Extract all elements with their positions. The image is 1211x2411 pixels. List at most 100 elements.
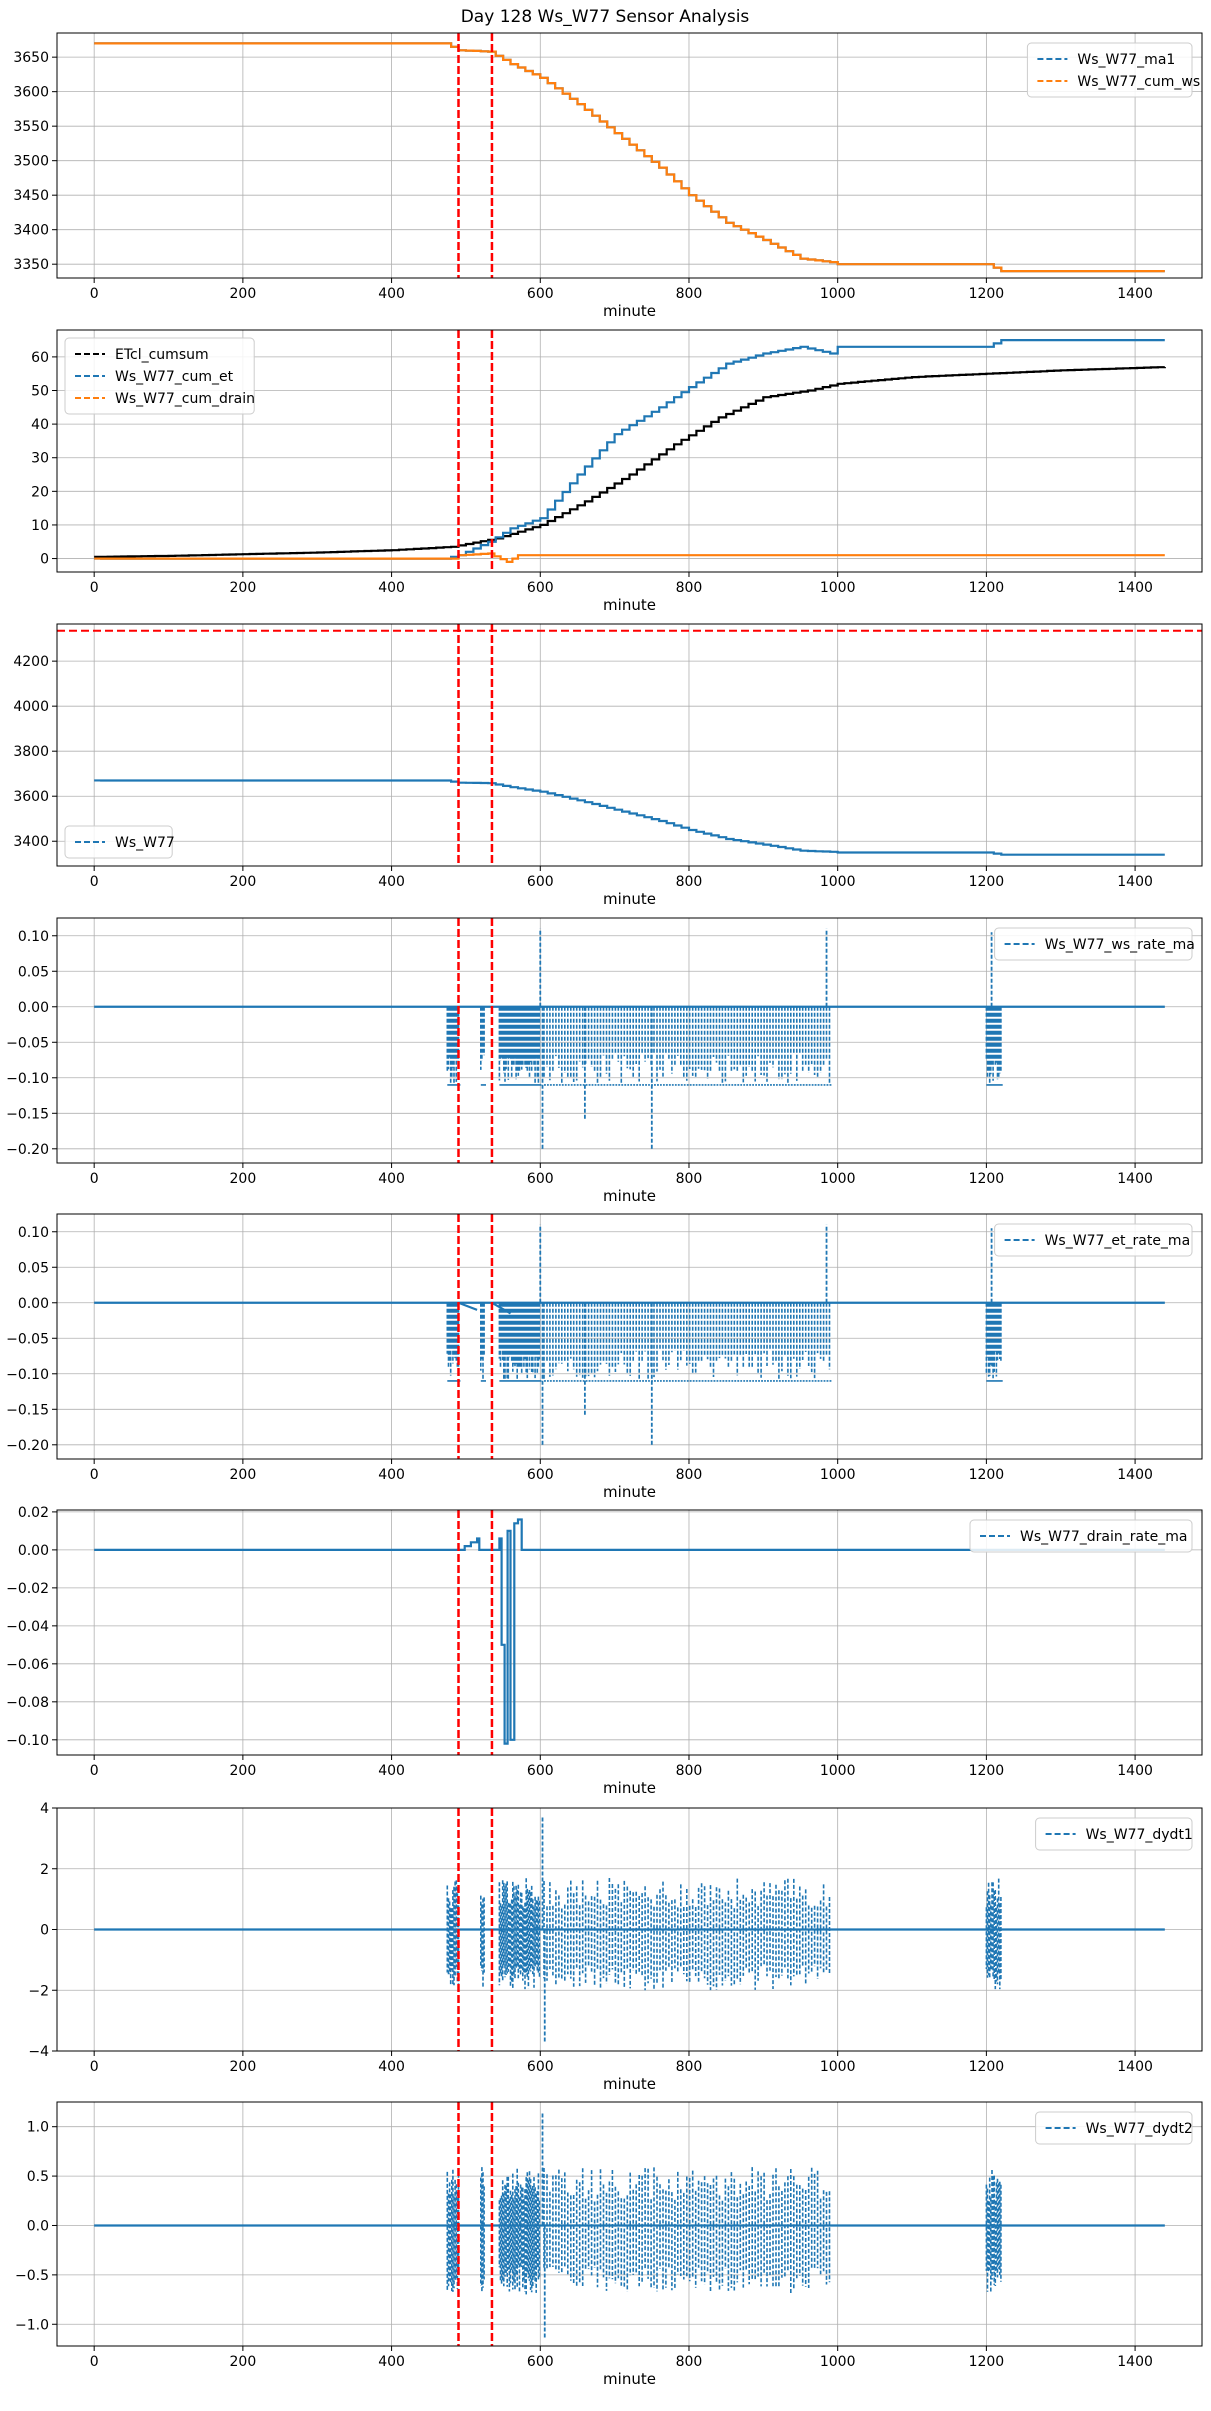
series-slope-Ws_W77_et_rate_ma [458, 1301, 478, 1311]
y-tick-label: 60 [31, 350, 49, 366]
y-tick-label: 0.05 [18, 964, 49, 980]
y-tick-label: 3500 [13, 154, 49, 170]
y-tick-label: 20 [31, 484, 49, 500]
x-tick-label: 600 [527, 2059, 554, 2075]
panel-p7: 0 200 400 600 800 1000 1200 1400 4 2 0 −2 −4 minute Ws… [28, 1801, 1203, 2093]
x-axis-label: minute [603, 890, 656, 908]
y-tick-label: −0.08 [6, 1695, 49, 1711]
x-tick-label: 1000 [820, 1171, 856, 1187]
legend: Ws_W77_ws_rate_ma [994, 927, 1195, 961]
x-tick-label: 1400 [1117, 2354, 1153, 2370]
y-tick-label: 50 [31, 384, 49, 400]
x-tick-label: 800 [676, 874, 703, 890]
series-burst-Ws_W77_dydt2 [498, 2168, 541, 2295]
series-burst-Ws_W77_ws_rate_ma [498, 1006, 542, 1086]
series-burst-Ws_W77_et_rate_ma [543, 1302, 832, 1382]
legend-box [969, 1519, 1193, 1553]
axes-frame [56, 1807, 1203, 2052]
y-tick-label: 3450 [13, 188, 49, 204]
y-tick-label: 0.00 [18, 1543, 49, 1559]
y-tick-label: −0.10 [6, 1367, 49, 1383]
x-tick-label: 800 [676, 286, 703, 302]
y-tick-label: 0 [40, 1923, 49, 1939]
x-tick-label: 200 [230, 1171, 257, 1187]
legend-box [64, 337, 255, 415]
legend-box [994, 1223, 1193, 1257]
series-burst-Ws_W77_ws_rate_ma [985, 1006, 1003, 1086]
legend-label: Ws_W77_ws_rate_ma [1045, 937, 1195, 953]
x-tick-label: 400 [378, 2354, 405, 2370]
axes-frame [56, 623, 1203, 867]
series-burst-Ws_W77_et_rate_ma [498, 1302, 542, 1382]
y-tick-label: 1.0 [27, 2120, 49, 2136]
x-tick-label: 200 [230, 2059, 257, 2075]
legend-label: Ws_W77_cum_et [115, 369, 234, 385]
x-tick-label: 1200 [969, 874, 1005, 890]
panel-p4: 0 200 400 600 800 1000 1200 1400 0.10 0.05 0.00 −0.… [6, 917, 1203, 1205]
x-tick-label: 1200 [969, 1763, 1005, 1779]
axes-frame [56, 32, 1203, 279]
legend-label: Ws_W77_dydt2 [1086, 2121, 1193, 2137]
y-tick-label: −0.05 [6, 1331, 49, 1347]
plot-area [94, 330, 1166, 572]
x-tick-label: 1200 [969, 1467, 1005, 1483]
x-tick-label: 0 [90, 2059, 99, 2075]
plot-area [57, 624, 1202, 866]
legend-label: Ws_W77_cum_ws [1077, 74, 1200, 90]
x-tick-label: 0 [90, 1171, 99, 1187]
y-tick-label: 3400 [13, 834, 49, 850]
x-tick-label: 1200 [969, 1171, 1005, 1187]
x-tick-label: 1400 [1117, 1763, 1153, 1779]
y-tick-label: −2 [28, 1983, 49, 1999]
series-line-Ws_W77_cum_drain [94, 552, 1165, 563]
x-tick-label: 400 [378, 580, 405, 596]
x-tick-label: 1400 [1117, 1171, 1153, 1187]
panel-p6: 0 200 400 600 800 1000 1200 1400 0.02 0.00 −0.02 −0… [6, 1505, 1203, 1797]
y-tick-label: −4 [28, 2044, 49, 2060]
x-tick-label: 1200 [969, 580, 1005, 596]
x-tick-label: 800 [676, 1467, 703, 1483]
y-tick-label: 0 [40, 552, 49, 568]
x-tick-label: 400 [378, 286, 405, 302]
x-tick-label: 800 [676, 2354, 703, 2370]
x-tick-label: 600 [527, 1763, 554, 1779]
x-axis-label: minute [603, 302, 656, 320]
legend-box [1035, 1817, 1193, 1851]
series-line-ETcl_cumsum [94, 366, 1166, 558]
y-tick-label: 0.0 [27, 2218, 49, 2234]
y-tick-label: 0.5 [27, 2169, 49, 2185]
series-burst-Ws_W77_dydt1 [480, 1895, 485, 1988]
series-line-Ws_W77_ma1 [94, 42, 1165, 273]
series-burst-Ws_W77_dydt1 [498, 1878, 541, 1990]
y-tick-label: 10 [31, 518, 49, 534]
y-tick-label: 30 [31, 451, 49, 467]
series-burst-Ws_W77_dydt2 [543, 2167, 831, 2294]
plot-area [94, 33, 1165, 278]
y-tick-label: 3600 [13, 85, 49, 101]
legend: ETcl_cumsum Ws_W77_cum_et Ws_W77_cum_drain [64, 337, 255, 415]
y-tick-label: 2 [40, 1862, 49, 1878]
y-tick-label: −0.10 [6, 1071, 49, 1087]
y-tick-label: 0.10 [18, 1225, 49, 1241]
x-tick-label: 1000 [820, 580, 856, 596]
panel-p2: 0 200 400 600 800 1000 1200 1400 0 10 20 30 40 50 60 mi… [31, 329, 1203, 614]
series-burst-Ws_W77_dydt2 [480, 2167, 485, 2293]
series-burst-Ws_W77_et_rate_ma [985, 1302, 1003, 1382]
x-tick-label: 800 [676, 2059, 703, 2075]
y-tick-label: 4 [40, 1801, 49, 1817]
x-tick-label: 600 [527, 1171, 554, 1187]
legend-label: Ws_W77_drain_rate_ma [1020, 1529, 1187, 1545]
x-tick-label: 400 [378, 1467, 405, 1483]
x-tick-label: 600 [527, 2354, 554, 2370]
plot-area [94, 2102, 1165, 2346]
x-tick-label: 600 [527, 286, 554, 302]
legend-label: Ws_W77_et_rate_ma [1045, 1233, 1191, 1249]
y-tick-label: 40 [31, 417, 49, 433]
panel-p8: 0 200 400 600 800 1000 1200 1400 1.0 0.5 0.0 −0.5 −1… [15, 2101, 1203, 2388]
legend-label: ETcl_cumsum [115, 347, 209, 363]
series-burst-Ws_W77_dydt2 [446, 2169, 460, 2292]
y-tick-label: 0.00 [18, 1296, 49, 1312]
x-tick-label: 0 [90, 2354, 99, 2370]
x-tick-label: 200 [230, 874, 257, 890]
